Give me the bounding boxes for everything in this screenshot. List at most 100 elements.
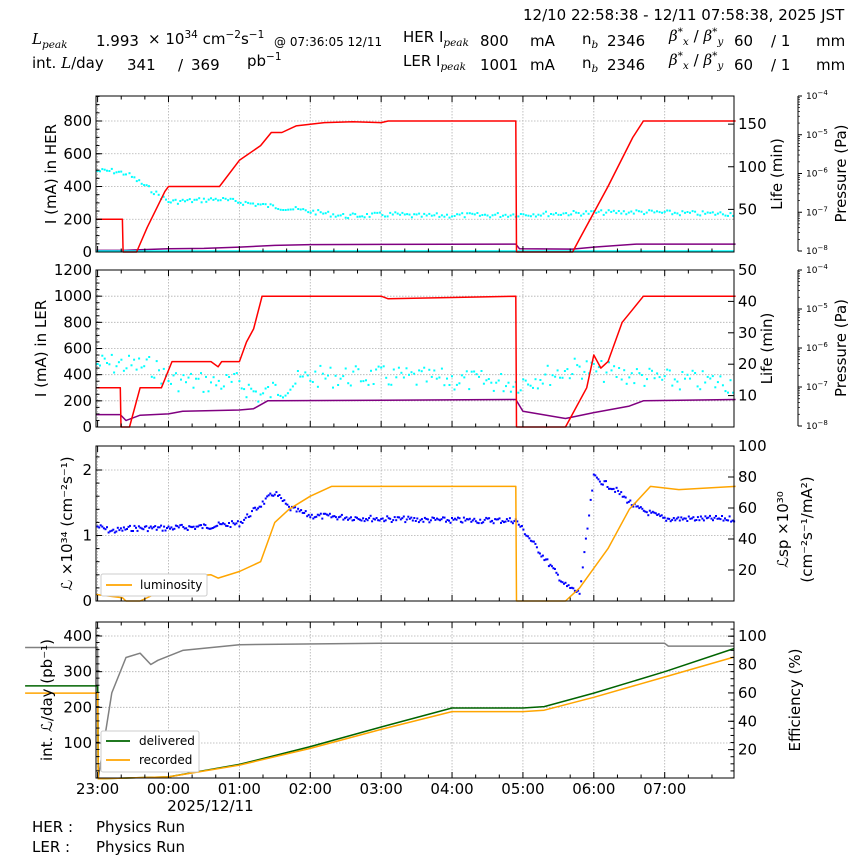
x-tick-label: 01:00 xyxy=(218,780,261,798)
her-pressure-line xyxy=(96,243,736,252)
her-life-axis-title: Life (min) xyxy=(768,138,786,210)
right-y-ticks: 20 40 60 80 100 xyxy=(728,627,767,779)
ler-label: LER I xyxy=(403,52,441,70)
tick-label: 400 xyxy=(63,627,92,645)
ler-ipeak-label: LER Ipeak xyxy=(403,52,466,72)
tick-label: 150 xyxy=(738,115,767,133)
left-y-ticks: 100 200 300 400 xyxy=(63,627,102,779)
ler-beta-x: 60 xyxy=(734,56,754,74)
unit-cm-exp: −2 xyxy=(225,29,241,41)
beta-y: β*y xyxy=(703,50,724,72)
ler-current-axis-title: I (mA) in LER xyxy=(32,300,50,397)
pressure-axis: 10−4 10−5 10−6 10−7 10−8 Pressure (Pa) xyxy=(797,89,850,257)
tick-label: 80 xyxy=(738,468,757,486)
legend-label-recorded: recorded xyxy=(139,753,192,767)
plot-frame xyxy=(95,445,735,602)
ler-beta-unit: mm xyxy=(816,56,846,74)
tick-label: 100 xyxy=(63,734,92,752)
unit-s-exp: −1 xyxy=(248,29,265,41)
tick-label: 1 xyxy=(82,527,92,545)
tick-label: 1200 xyxy=(54,261,92,279)
specific-luminosity-axis-title: ℒsp ×10³⁰ xyxy=(774,491,792,568)
efficiency-axis-title: Efficiency (%) xyxy=(786,649,804,752)
lpeak-unit: × 1034 cm−2s−1 xyxy=(148,30,264,48)
tick-label: 50 xyxy=(738,200,757,218)
tick-label: 400 xyxy=(63,178,92,196)
luminosity-symbol: L xyxy=(61,54,72,72)
tick-label: 80 xyxy=(738,656,757,674)
x-tick-label: 06:00 xyxy=(572,780,615,798)
ler-pressure-line xyxy=(96,398,736,422)
x-ticks xyxy=(97,446,713,601)
legend-label-luminosity: luminosity xyxy=(140,578,202,592)
tick-label: 20 xyxy=(738,741,757,759)
unit-s: s xyxy=(240,30,249,48)
intl-prefix: int. xyxy=(32,54,62,72)
her-status-value: Physics Run xyxy=(96,818,186,836)
pressure-tick-label: 10−8 xyxy=(806,244,828,257)
nb-label: n xyxy=(582,30,592,48)
x-tick-label: 00:00 xyxy=(147,780,190,798)
beta-x: β*x xyxy=(669,26,689,48)
right-y-ticks: 50 100 150 xyxy=(728,115,767,218)
tick-label: 0 xyxy=(82,243,92,261)
pressure-axis: 10−4 10−5 10−6 10−7 10−8 Pressure (Pa) xyxy=(797,263,850,432)
pressure-tick-label: 10−5 xyxy=(806,128,828,141)
left-y-ticks: 0 200 400 600 800 1000 1200 xyxy=(54,261,102,436)
integrated-legend: delivered recorded xyxy=(100,730,200,773)
unit-cm: cm xyxy=(197,30,226,48)
tick-label: 60 xyxy=(738,684,757,702)
ler-nb-value: 2346 xyxy=(607,56,646,74)
integrated-luminosity-axis-title: int. ℒ/day (pb⁻¹) xyxy=(38,639,56,761)
her-ipeak-label: HER Ipeak xyxy=(403,28,469,48)
tick-label: 30 xyxy=(738,324,757,342)
tick-label: 600 xyxy=(63,340,92,358)
tick-label: 20 xyxy=(738,561,757,579)
beta-y: β*y xyxy=(703,26,724,48)
tick-label: 0 xyxy=(82,418,92,436)
pressure-tick-label: 10−8 xyxy=(806,419,828,432)
x-tick-label: 07:00 xyxy=(643,780,686,798)
unit-pb-exp: −1 xyxy=(266,51,282,63)
luminosity-panel: 0 1 2 20 40 60 80 100 ℒ ×10³⁴ (cm⁻²s⁻¹) ℒsp ×10³⁰… xyxy=(58,437,816,610)
specific-luminosity-scatter xyxy=(96,473,736,595)
x-tick-label: 02:00 xyxy=(289,780,332,798)
nb-sub: b xyxy=(591,39,599,51)
legend-label-delivered: delivered xyxy=(139,734,195,748)
pressure-tick-label: 10−4 xyxy=(806,263,828,276)
intl-sep: / xyxy=(178,56,184,74)
legend-box xyxy=(100,573,208,597)
unit-prefix: × 10 xyxy=(148,30,185,48)
x-tick-label: 03:00 xyxy=(360,780,403,798)
tick-label: 100 xyxy=(738,627,767,645)
tick-label: 400 xyxy=(63,366,92,384)
recorded-line xyxy=(25,656,735,780)
x-tick-label: 05:00 xyxy=(501,780,544,798)
beta-x: β*x xyxy=(669,50,689,72)
ler-ipeak-unit: mA xyxy=(530,56,555,74)
tick-label: 1000 xyxy=(54,287,92,305)
intl-unit: pb−1 xyxy=(247,52,282,70)
tick-label: 10 xyxy=(738,387,757,405)
tick-label: 2 xyxy=(82,461,92,479)
left-y-ticks: 0 200 400 600 800 xyxy=(63,95,102,261)
ler-life-axis-title: Life (min) xyxy=(758,313,776,385)
tick-label: 40 xyxy=(738,530,757,548)
tick-label: 300 xyxy=(63,663,92,681)
her-nb-label: nb xyxy=(582,30,599,51)
ler-current-line xyxy=(96,295,736,428)
tick-label: 0 xyxy=(82,592,92,610)
luminosity-legend: luminosity xyxy=(100,573,208,597)
x-tick-labels: 23:00 00:00 01:00 02:00 03:00 04:00 05:00 06:00… xyxy=(76,780,686,815)
intl-label: int. L/day xyxy=(32,54,104,72)
pressure-tick-label: 10−7 xyxy=(806,380,828,393)
left-y-ticks: 0 1 2 xyxy=(82,456,102,610)
tick-label: 600 xyxy=(63,145,92,163)
tick-label: 200 xyxy=(63,210,92,228)
right-y-ticks: 10 20 30 40 50 xyxy=(728,261,757,405)
lpeak-subscript: peak xyxy=(41,39,68,51)
ler-ipeak-value: 1001 xyxy=(480,56,519,74)
tick-label: 40 xyxy=(738,292,757,310)
ler-current-panel: 0 200 400 600 800 1000 1200 10 20 30 40 50 I (mA) in… xyxy=(32,261,850,436)
